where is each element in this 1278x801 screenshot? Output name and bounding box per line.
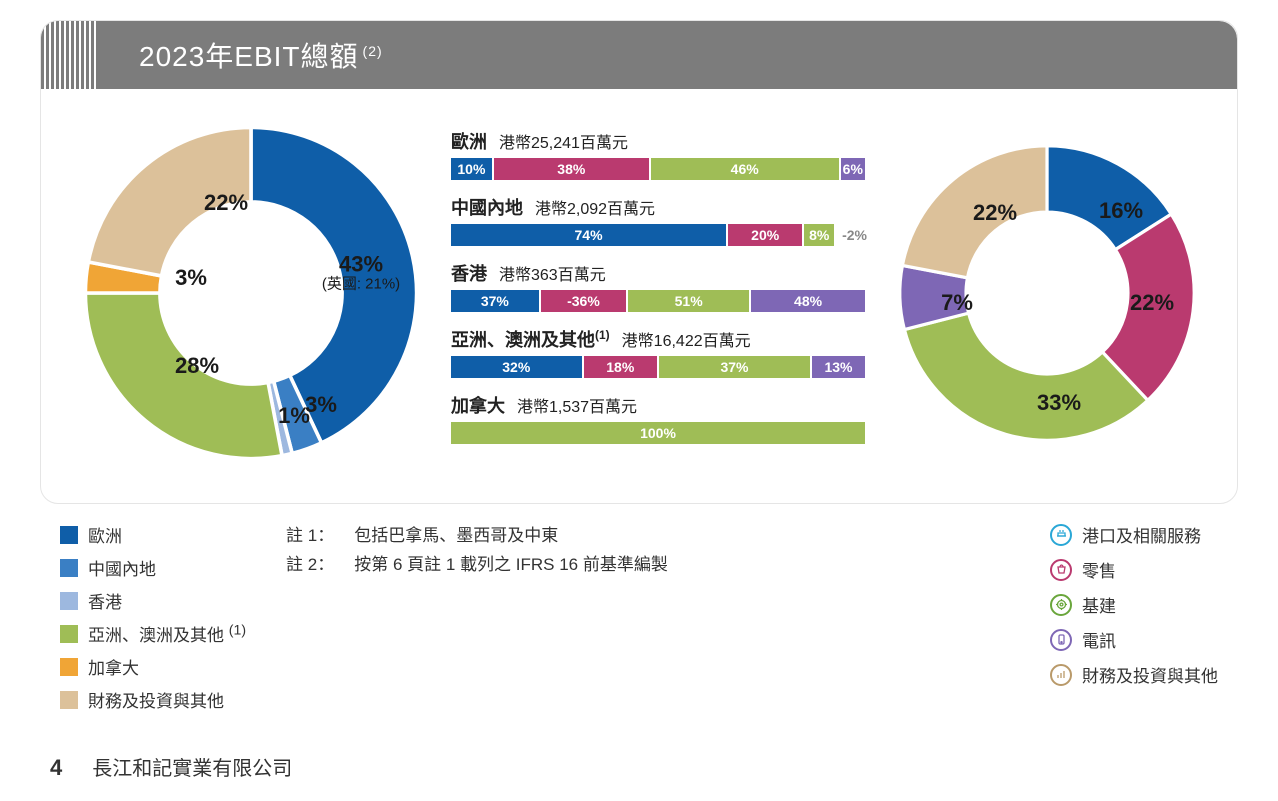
footnote-line: 註 1：包括巴拿馬、墨西哥及中東 xyxy=(286,522,1010,551)
legend-item: 財務及投資與其他 xyxy=(1050,662,1218,687)
donut-label-europe: 43%(英國: 21%) xyxy=(322,253,400,294)
bar-segment: 20% xyxy=(728,224,804,246)
bar-segment: -36% xyxy=(541,290,628,312)
legend-item: 零售 xyxy=(1050,557,1218,582)
bar-row: 100% xyxy=(451,422,867,444)
legend-label: 電訊 xyxy=(1082,627,1116,652)
bar-segment: 48% xyxy=(751,290,867,312)
footnotes: 註 1：包括巴拿馬、墨西哥及中東註 2：按第 6 頁註 1 載列之 IFRS 1… xyxy=(286,522,1010,712)
bar-title: 歐洲港幣25,241百萬元 xyxy=(451,128,867,154)
donut-label-retail: 22% xyxy=(1130,290,1174,316)
panel-header: 2023年EBIT總額(2) xyxy=(41,21,1237,89)
geography-legend: 歐洲中國內地香港亞洲、澳洲及其他 (1) 加拿大財務及投資與其他 xyxy=(60,522,246,712)
donut-label-canada: 3% xyxy=(175,266,207,290)
legend-label: 歐洲 xyxy=(88,522,122,547)
legend-item: 中國內地 xyxy=(60,555,246,580)
donut-label-asia: 28% xyxy=(175,354,219,378)
bar-group: 加拿大港幣1,537百萬元 100% xyxy=(451,392,867,444)
donut-label-fin: 22% xyxy=(973,200,1017,226)
footnote-line: 註 2：按第 6 頁註 1 載列之 IFRS 16 前基準編製 xyxy=(286,551,1010,580)
legend-item: 基建 xyxy=(1050,592,1218,617)
ports-icon xyxy=(1050,524,1072,546)
bar-segment: 37% xyxy=(659,356,812,378)
bar-title: 亞洲、澳洲及其他(1)港幣16,422百萬元 xyxy=(451,326,867,352)
segment-legend: 港口及相關服務零售基建電訊財務及投資與其他 xyxy=(1050,522,1218,712)
fin-icon xyxy=(1050,664,1072,686)
donut-label-infra: 33% xyxy=(1037,390,1081,416)
panel-title: 2023年EBIT總額(2) xyxy=(139,35,383,75)
page-number: 4 xyxy=(50,755,62,781)
legend-label: 財務及投資與其他 xyxy=(1082,662,1218,687)
bar-group: 歐洲港幣25,241百萬元 10%38%46%6% xyxy=(451,128,867,180)
bar-segment: 18% xyxy=(584,356,659,378)
bar-group: 亞洲、澳洲及其他(1)港幣16,422百萬元 32%18%37%13% xyxy=(451,326,867,378)
legend-swatch xyxy=(60,559,78,577)
bar-segment: 38% xyxy=(494,158,651,180)
legend-label: 中國內地 xyxy=(88,555,156,580)
bar-segment: 74% xyxy=(451,224,728,246)
bar-row: 74%20%8%-2% xyxy=(451,224,867,246)
telecom-icon xyxy=(1050,629,1072,651)
legend-label: 財務及投資與其他 xyxy=(88,687,224,712)
legend-label: 加拿大 xyxy=(88,654,139,679)
legend-item: 財務及投資與其他 xyxy=(60,687,246,712)
legend-label: 港口及相關服務 xyxy=(1082,522,1201,547)
legends-row: 歐洲中國內地香港亞洲、澳洲及其他 (1)加拿大財務及投資與其他 註 1：包括巴拿… xyxy=(40,512,1238,722)
legend-swatch xyxy=(60,526,78,544)
bar-title: 加拿大港幣1,537百萬元 xyxy=(451,392,867,418)
legend-label: 香港 xyxy=(88,588,122,613)
bar-segment: 46% xyxy=(651,158,841,180)
ebit-panel: 2023年EBIT總額(2) 43%(英國: 21%)3%1%28%3%22% … xyxy=(40,20,1238,504)
bar-row: 37%-36%51%48% xyxy=(451,290,867,312)
legend-label: 零售 xyxy=(1082,557,1116,582)
company-name: 長江和記實業有限公司 xyxy=(92,752,292,781)
legend-item: 加拿大 xyxy=(60,654,246,679)
legend-item: 電訊 xyxy=(1050,627,1218,652)
donut-slice-infra xyxy=(904,313,1147,440)
bar-segment: -2% xyxy=(836,224,867,246)
legend-label: 亞洲、澳洲及其他 (1) xyxy=(88,621,246,646)
bar-segment: 10% xyxy=(451,158,494,180)
bar-segment: 37% xyxy=(451,290,541,312)
bar-segment: 13% xyxy=(812,356,867,378)
region-breakdown-bars: 歐洲港幣25,241百萬元 10%38%46%6% 中國內地港幣2,092百萬元 74… xyxy=(451,128,867,458)
bar-group: 中國內地港幣2,092百萬元 74%20%8%-2% xyxy=(451,194,867,246)
legend-swatch xyxy=(60,625,78,643)
bar-segment: 32% xyxy=(451,356,584,378)
legend-item: 亞洲、澳洲及其他 (1) xyxy=(60,621,246,646)
legend-label: 基建 xyxy=(1082,592,1116,617)
bar-title: 香港港幣363百萬元 xyxy=(451,260,867,286)
geography-donut-chart: 43%(英國: 21%)3%1%28%3%22% xyxy=(71,113,431,473)
infra-icon xyxy=(1050,594,1072,616)
bar-segment: 6% xyxy=(841,158,867,180)
bar-segment: 51% xyxy=(628,290,751,312)
bar-group: 香港港幣363百萬元 37%-36%51%48% xyxy=(451,260,867,312)
page-footer: 4 長江和記實業有限公司 xyxy=(50,752,1238,781)
donut-label-fin: 22% xyxy=(204,191,248,215)
header-stripe-decor xyxy=(40,21,99,89)
donut-label-ports: 16% xyxy=(1099,198,1143,224)
bar-segment: 8% xyxy=(804,224,836,246)
legend-item: 歐洲 xyxy=(60,522,246,547)
donut-label-telecom: 7% xyxy=(941,290,973,316)
legend-swatch xyxy=(60,592,78,610)
bar-segment: 100% xyxy=(451,422,867,444)
legend-item: 港口及相關服務 xyxy=(1050,522,1218,547)
bar-title: 中國內地港幣2,092百萬元 xyxy=(451,194,867,220)
segment-donut-chart: 16% 22% 33% 7% 22% xyxy=(887,133,1207,453)
bar-row: 32%18%37%13% xyxy=(451,356,867,378)
bar-row: 10%38%46%6% xyxy=(451,158,867,180)
donut-label-hk: 1% xyxy=(278,404,310,428)
retail-icon xyxy=(1050,559,1072,581)
legend-swatch xyxy=(60,691,78,709)
legend-swatch xyxy=(60,658,78,676)
legend-item: 香港 xyxy=(60,588,246,613)
